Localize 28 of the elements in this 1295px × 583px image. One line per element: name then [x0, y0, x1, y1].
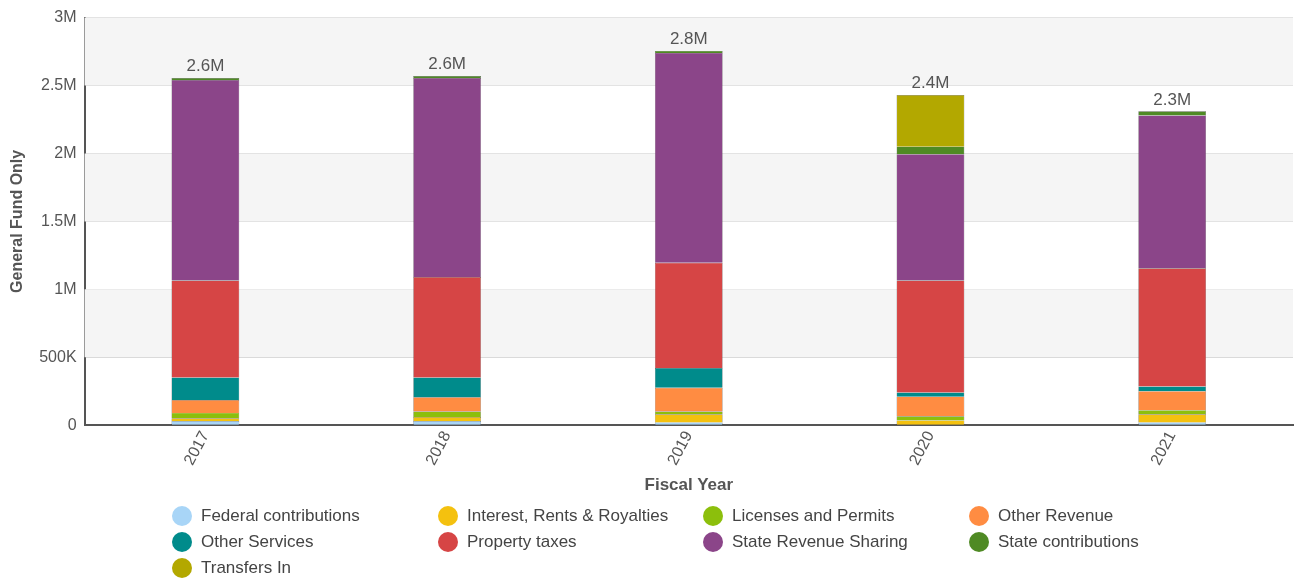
total-label: 2.8M	[669, 29, 708, 49]
x-axis-title: Fiscal Year	[644, 475, 734, 495]
y-tick-label: 2.5M	[40, 75, 77, 93]
y-tick-label: 2M	[54, 143, 77, 161]
legend-label: State contributions	[998, 532, 1139, 552]
total-label: 2.6M	[186, 56, 225, 76]
x-tick-label: 2018	[421, 428, 454, 468]
legend-label: State Revenue Sharing	[732, 532, 908, 552]
x-tick-label: 2021	[1146, 428, 1179, 468]
y-tick-label: 1.5M	[40, 211, 77, 229]
x-tick-label: 2020	[905, 428, 938, 468]
legend-label: Federal contributions	[201, 506, 360, 526]
legend-label: Property taxes	[467, 532, 577, 552]
total-label: 2.6M	[428, 54, 466, 74]
x-tick-label: 2019	[663, 428, 696, 468]
legend-label: Licenses and Permits	[732, 506, 895, 526]
y-tick-label: 0	[67, 415, 77, 433]
y-axis-title: General Fund Only	[8, 149, 26, 293]
legend-label: Transfers In	[201, 558, 292, 578]
legend-label: Other Services	[201, 532, 314, 552]
legend-label: Interest, Rents & Royalties	[467, 506, 669, 526]
legend-label: Other Revenue	[998, 506, 1114, 526]
y-tick-label: 500K	[39, 347, 77, 365]
total-label: 2.4M	[911, 73, 950, 93]
y-tick-label: 3M	[54, 8, 77, 26]
total-label: 2.3M	[1153, 89, 1192, 109]
y-tick-label: 1M	[54, 279, 77, 297]
x-tick-label: 2017	[180, 428, 212, 468]
